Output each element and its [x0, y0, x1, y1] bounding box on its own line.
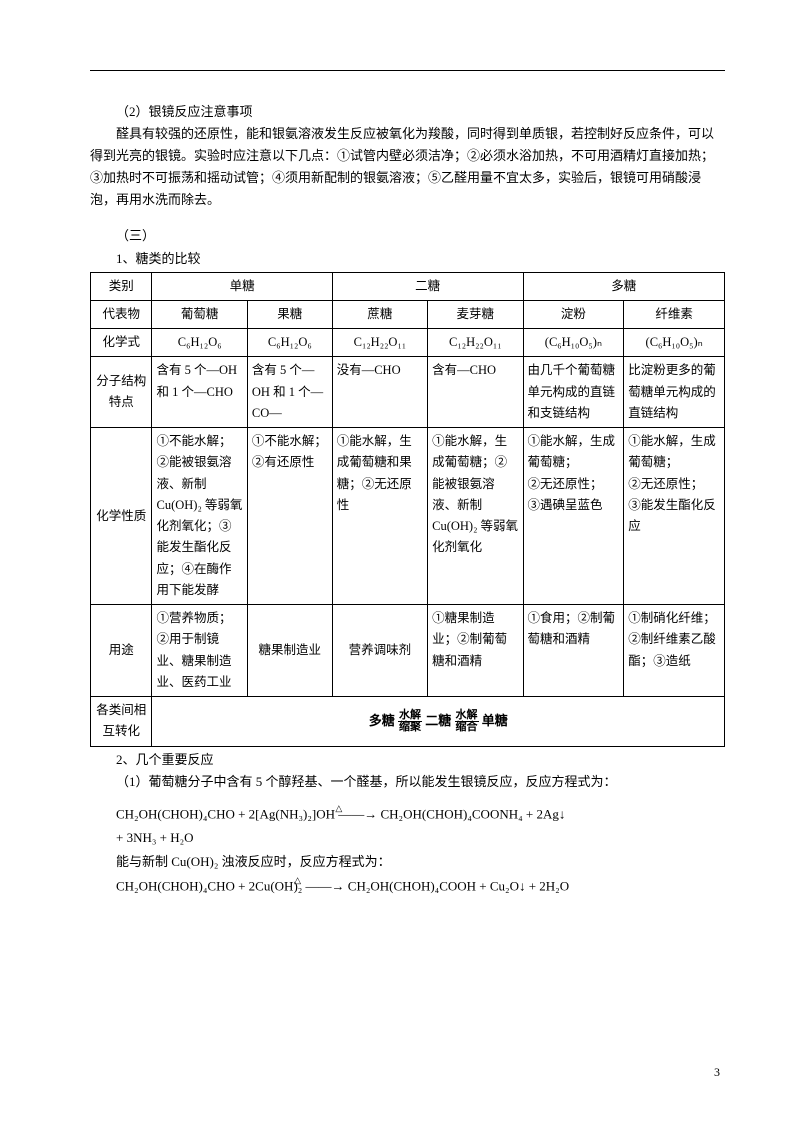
- table-row: 化学性质 ①不能水解；②能被银氨溶液、新制 Cu(OH)₂ 等弱氧化剂氧化；③能…: [91, 428, 725, 605]
- cell-struct: 没有—CHO: [332, 357, 427, 428]
- cell-formula: C₁₂H₂₂O₁₁: [332, 329, 427, 357]
- conv-di: 二糖: [425, 713, 451, 728]
- conversion-diagram: 多糖 水解 缩聚 二糖 水解 缩合 单糖: [156, 710, 720, 734]
- cell-polysaccharide: 多糖: [523, 272, 724, 300]
- cell-maltose: 麦芽糖: [428, 300, 523, 328]
- cell-use: ①营养物质；②用于制镜业、糖果制造业、医药工业: [152, 605, 247, 697]
- cell-conversion: 多糖 水解 缩聚 二糖 水解 缩合 单糖: [152, 697, 725, 747]
- cell-struct: 含有 5 个—OH 和 1 个—CO—: [247, 357, 332, 428]
- cell-formula: (C₆H₁₀O₅)ₙ: [523, 329, 624, 357]
- cell-chem-label: 化学性质: [91, 428, 152, 605]
- section-2-title: （2）银镜反应注意事项: [90, 101, 725, 123]
- table-row: 分子结构特点 含有 5 个—OH 和 1 个—CHO 含有 5 个—OH 和 1…: [91, 357, 725, 428]
- page-number: 3: [714, 1062, 720, 1082]
- conv-arrow-icon: 水解 缩合: [455, 710, 479, 733]
- table-row: 化学式 C₆H₁₂O₆ C₆H₁₂O₆ C₁₂H₂₂O₁₁ C₁₂H₂₂O₁₁ …: [91, 329, 725, 357]
- cell-sucrose: 蔗糖: [332, 300, 427, 328]
- cell-use: ①糖果制造业；②制葡萄糖和酒精: [428, 605, 523, 697]
- cell-category-label: 类别: [91, 272, 152, 300]
- table-row: 类别 单糖 二糖 多糖: [91, 272, 725, 300]
- cell-chem: ①能水解，生成葡萄糖；②能被银氨溶液、新制 Cu(OH)₂ 等弱氧化剂氧化: [428, 428, 523, 605]
- cell-chem: ①能水解，生成葡萄糖； ②无还原性； ③遇碘呈蓝色: [523, 428, 624, 605]
- conv-poly: 多糖: [369, 713, 395, 728]
- equation-line: CH₂OH(CHOH)₄CHO + 2[Ag(NH₃)₂]OH ——→ CH₂O…: [116, 803, 725, 825]
- cell-use-label: 用途: [91, 605, 152, 697]
- cell-formula-label: 化学式: [91, 329, 152, 357]
- table-row: 各类间相互转化 多糖 水解 缩聚 二糖 水解 缩合 单糖: [91, 697, 725, 747]
- cell-formula: C₆H₁₂O₆: [247, 329, 332, 357]
- cell-formula: C₁₂H₂₂O₁₁: [428, 329, 523, 357]
- cell-conv-label: 各类间相互转化: [91, 697, 152, 747]
- cell-monosaccharide: 单糖: [152, 272, 332, 300]
- section-2-body: 醛具有较强的还原性，能和银氨溶液发生反应被氧化为羧酸，同时得到单质银，若控制好反…: [90, 123, 725, 211]
- cell-chem: ①能水解，生成葡萄糖和果糖；②无还原性: [332, 428, 427, 605]
- cell-starch: 淀粉: [523, 300, 624, 328]
- conv-arrow-icon: 水解 缩聚: [398, 710, 422, 733]
- cell-use: ①制硝化纤维；②制纤维素乙酸酯；③造纸: [624, 605, 725, 697]
- cell-struct: 比淀粉更多的葡萄糖单元构成的直链结构: [624, 357, 725, 428]
- cell-struct-label: 分子结构特点: [91, 357, 152, 428]
- cell-cellulose: 纤维素: [624, 300, 725, 328]
- subsection-2-title: 2、几个重要反应: [90, 749, 725, 771]
- equation-line: + 3NH₃ + H₂O: [116, 827, 725, 849]
- table-row: 用途 ①营养物质；②用于制镜业、糖果制造业、医药工业 糖果制造业 营养调味剂 ①…: [91, 605, 725, 697]
- sugar-comparison-table: 类别 单糖 二糖 多糖 代表物 葡萄糖 果糖 蔗糖 麦芽糖 淀粉 纤维素 化学式…: [90, 272, 725, 747]
- cell-disaccharide: 二糖: [332, 272, 523, 300]
- conv-mono: 单糖: [482, 713, 508, 728]
- cell-use: 营养调味剂: [332, 605, 427, 697]
- cell-use: ①食用；②制葡萄糖和酒精: [523, 605, 624, 697]
- cell-glucose: 葡萄糖: [152, 300, 247, 328]
- cell-struct: 由几千个葡萄糖单元构成的直链和支链结构: [523, 357, 624, 428]
- section-3-sub1: 1、糖类的比较: [90, 248, 725, 270]
- reaction-intro-2: 能与新制 Cu(OH)₂ 浊液反应时，反应方程式为：: [116, 851, 725, 873]
- equation-block-1: CH₂OH(CHOH)₄CHO + 2[Ag(NH₃)₂]OH ——→ CH₂O…: [116, 803, 725, 898]
- cell-use: 糖果制造业: [247, 605, 332, 697]
- cell-fructose: 果糖: [247, 300, 332, 328]
- horizontal-rule: [90, 70, 725, 71]
- cell-formula: C₆H₁₂O₆: [152, 329, 247, 357]
- cell-struct: 含有 5 个—OH 和 1 个—CHO: [152, 357, 247, 428]
- cell-struct: 含有—CHO: [428, 357, 523, 428]
- cell-rep-label: 代表物: [91, 300, 152, 328]
- reaction-intro-1: （1）葡萄糖分子中含有 5 个醇羟基、一个醛基，所以能发生银镜反应，反应方程式为…: [90, 771, 725, 793]
- equation-line: CH₂OH(CHOH)₄CHO + 2Cu(OH)₂ ——→ CH₂OH(CHO…: [116, 875, 725, 897]
- cell-formula: (C₆H₁₀O₅)ₙ: [624, 329, 725, 357]
- section-3-label: （三）: [90, 225, 725, 247]
- cell-chem: ①能水解，生成葡萄糖； ②无还原性； ③能发生酯化反应: [624, 428, 725, 605]
- cell-chem: ①不能水解；②有还原性: [247, 428, 332, 605]
- table-row: 代表物 葡萄糖 果糖 蔗糖 麦芽糖 淀粉 纤维素: [91, 300, 725, 328]
- cell-chem: ①不能水解；②能被银氨溶液、新制 Cu(OH)₂ 等弱氧化剂氧化；③能发生酯化反…: [152, 428, 247, 605]
